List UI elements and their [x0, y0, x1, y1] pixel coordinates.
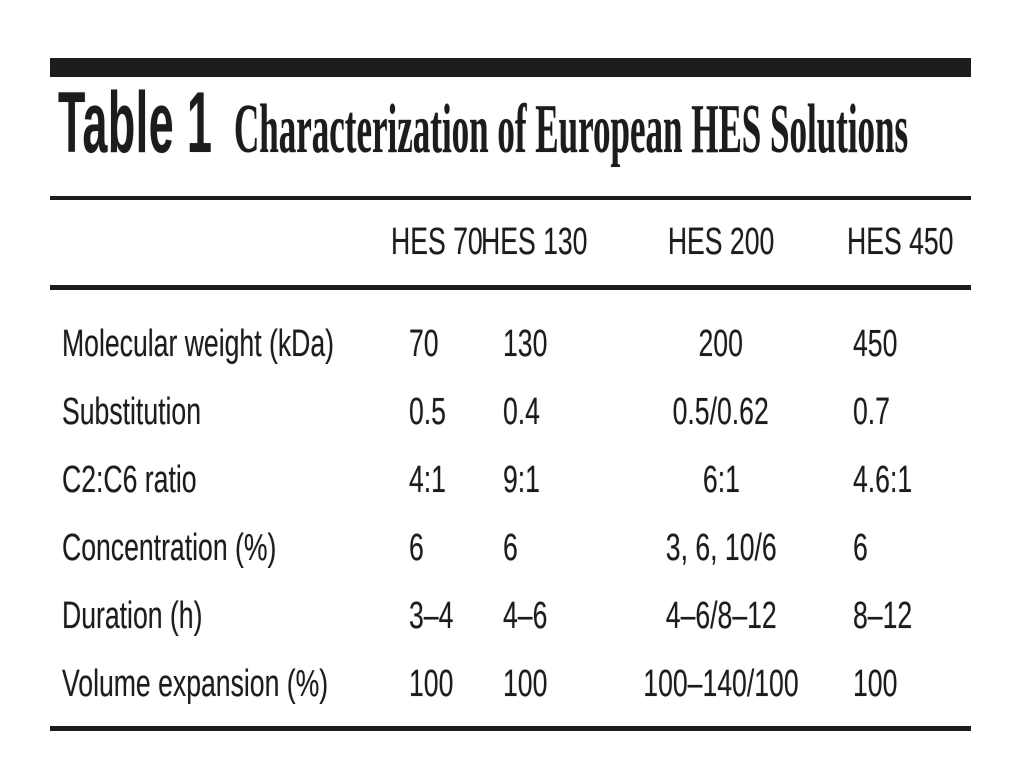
cell-value: 0.5 — [409, 390, 446, 433]
cell-value: 0.7 — [853, 390, 890, 433]
header-bottom-rule — [50, 285, 971, 290]
table-number-label: Table 1 — [58, 75, 213, 171]
table-number-wrap: Table 1 — [58, 75, 234, 171]
table-header-row: HES 70 HES 130 HES 200 HES 450 — [50, 200, 971, 285]
cell-value: 6:1 — [702, 458, 740, 501]
header-top-rule — [50, 196, 971, 200]
table-figure: Table 1 Characterization of European HES… — [50, 0, 971, 731]
table-body: Molecular weight (kDa) 70 130 200 450 Su… — [50, 290, 971, 718]
table-row-c2c6-ratio: C2:C6 ratio 4:1 9:1 6:1 4.6:1 — [50, 446, 971, 514]
cell-value: 100 — [853, 662, 898, 705]
top-thick-rule — [50, 58, 971, 77]
row-label: Concentration (%) — [62, 526, 277, 569]
cell-value: 0.4 — [503, 390, 540, 433]
cell-value: 0.5/0.62 — [672, 390, 770, 433]
cell-value: 4.6:1 — [853, 458, 913, 501]
cell-value: 8–12 — [853, 594, 913, 637]
table-row-molecular-weight: Molecular weight (kDa) 70 130 200 450 — [50, 310, 971, 378]
table-caption: Table 1 Characterization of European HES… — [50, 75, 971, 171]
table-row-substitution: Substitution 0.5 0.4 0.5/0.62 0.7 — [50, 378, 971, 446]
cell-value: 450 — [853, 322, 898, 365]
cell-value: 100 — [503, 662, 548, 705]
row-label: C2:C6 ratio — [62, 458, 197, 501]
cell-value: 6 — [503, 526, 518, 569]
cell-value: 3–4 — [409, 594, 454, 637]
cell-value: 6 — [409, 526, 424, 569]
table-row-concentration: Concentration (%) 6 6 3, 6, 10/6 6 — [50, 514, 971, 582]
column-header-hes-200: HES 200 — [667, 221, 775, 263]
cell-value: 3, 6, 10/6 — [665, 526, 777, 569]
row-label: Duration (h) — [62, 594, 203, 637]
cell-value: 4–6 — [503, 594, 548, 637]
table-row-volume-expansion: Volume expansion (%) 100 100 100–140/100… — [50, 650, 971, 718]
cell-value: 200 — [698, 322, 744, 365]
column-header-hes-70: HES 70 — [391, 221, 483, 263]
cell-value: 9:1 — [503, 458, 540, 501]
table-title-wrap: Characterization of European HES Solutio… — [234, 90, 934, 170]
cell-value: 6 — [853, 526, 868, 569]
cell-value: 70 — [409, 322, 439, 365]
cell-value: 100–140/100 — [643, 662, 799, 705]
row-label: Molecular weight (kDa) — [62, 322, 335, 365]
cell-value: 130 — [503, 322, 548, 365]
row-label: Substitution — [62, 390, 202, 433]
cell-value: 4:1 — [409, 458, 446, 501]
cell-value: 100 — [409, 662, 454, 705]
column-header-hes-130: HES 130 — [481, 221, 588, 263]
table-row-duration: Duration (h) 3–4 4–6 4–6/8–12 8–12 — [50, 582, 971, 650]
table-title-text: Characterization of European HES Solutio… — [234, 91, 909, 168]
row-label: Volume expansion (%) — [62, 662, 329, 705]
column-header-hes-450: HES 450 — [847, 221, 954, 263]
cell-value: 4–6/8–12 — [665, 594, 777, 637]
bottom-rule — [50, 726, 971, 731]
